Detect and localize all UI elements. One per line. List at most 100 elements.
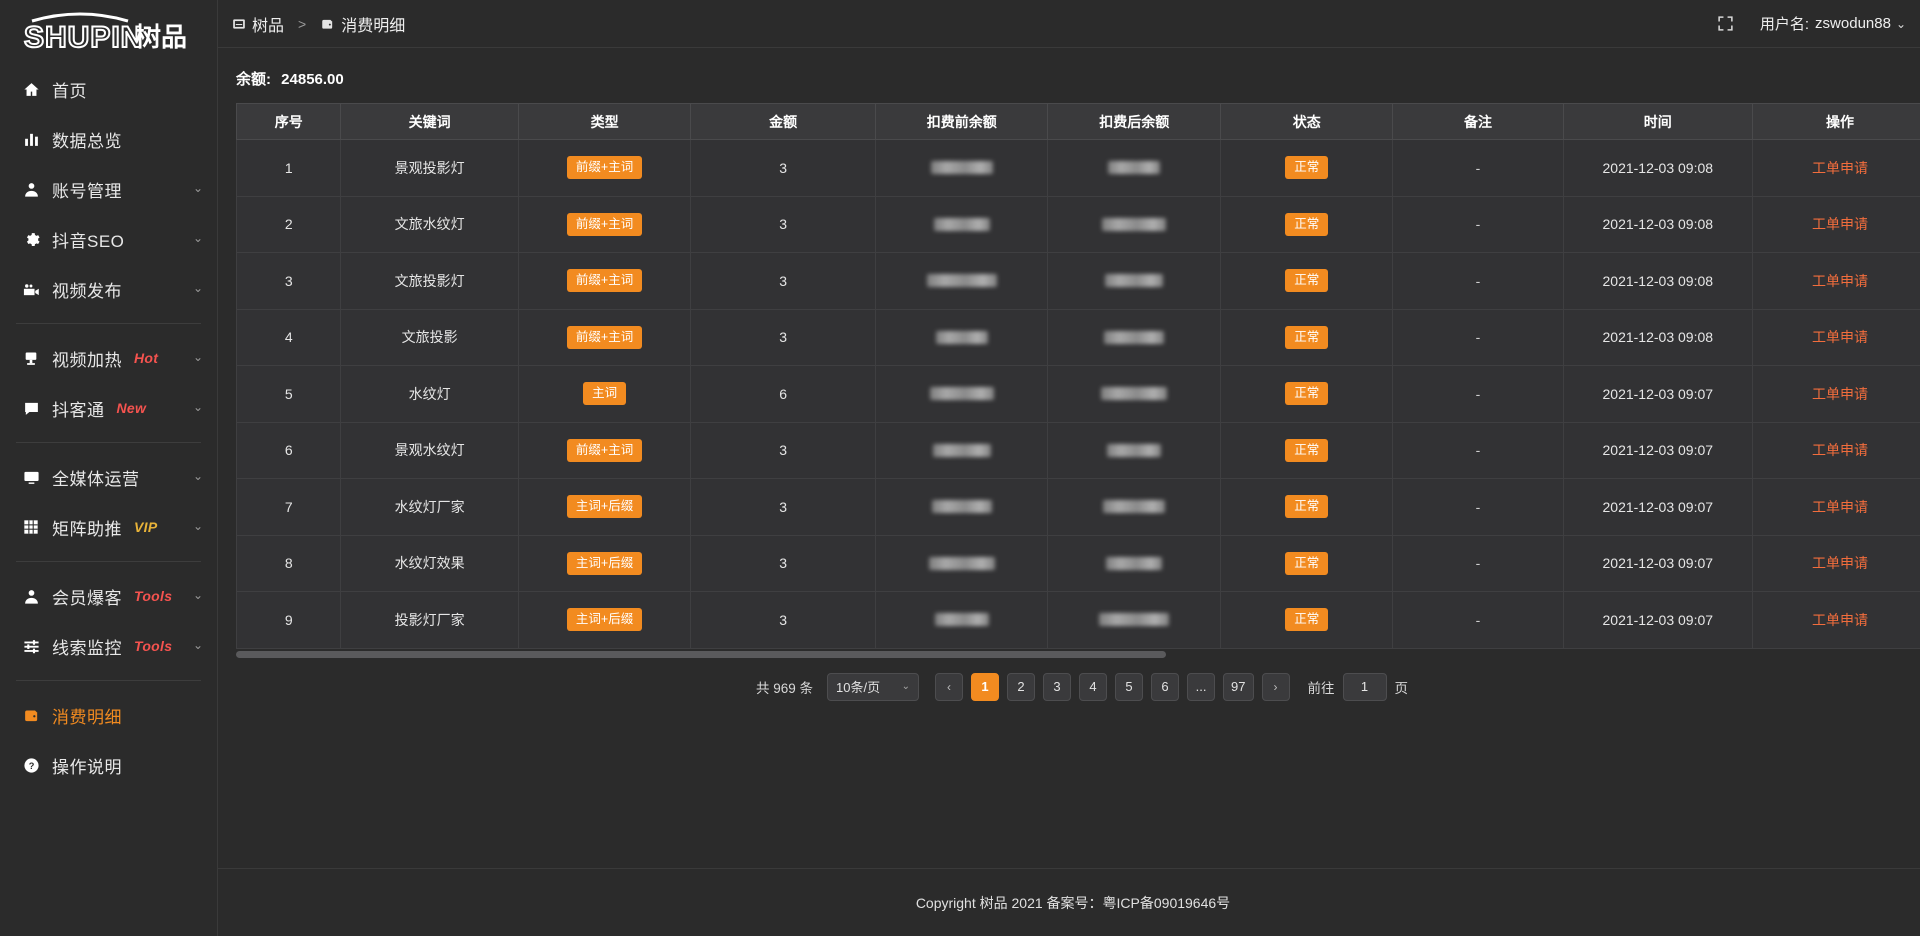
consumption-table-wrapper: 序号 关键词 类型 金额 扣费前余额 扣费后余额 状态 备注 时间 操作 1 景观 bbox=[235, 103, 1920, 658]
work-order-link[interactable]: 工单申请 bbox=[1812, 442, 1869, 459]
cell-balance-after bbox=[1047, 591, 1221, 649]
cell-amount: 6 bbox=[690, 365, 876, 423]
fire-icon bbox=[20, 348, 42, 368]
sidebar-item-video-publish[interactable]: 视频发布 ⌄ bbox=[0, 264, 217, 314]
sidebar-item-consumption-detail[interactable]: 消费明细 bbox=[0, 690, 217, 740]
work-order-link[interactable]: 工单申请 bbox=[1812, 555, 1869, 572]
fullscreen-icon[interactable] bbox=[1717, 15, 1734, 32]
work-order-link[interactable]: 工单申请 bbox=[1812, 216, 1869, 233]
col-remark: 备注 bbox=[1392, 103, 1564, 140]
pagination-page-3[interactable]: 3 bbox=[1043, 672, 1072, 701]
breadcrumb-current-label: 消费明细 bbox=[341, 17, 406, 35]
cell-action: 工单申请 bbox=[1752, 252, 1920, 310]
table-horizontal-scrollbar[interactable] bbox=[236, 650, 1920, 658]
sidebar-item-label: 消费明细 bbox=[52, 707, 122, 727]
pagination-ellipsis[interactable]: ... bbox=[1187, 672, 1216, 701]
cell-status: 正常 bbox=[1219, 534, 1394, 592]
scrollbar-thumb[interactable] bbox=[236, 650, 1166, 658]
cell-action: 工单申请 bbox=[1752, 534, 1920, 592]
cell-time: 2021-12-03 09:08 bbox=[1562, 195, 1754, 253]
pagination-page-4[interactable]: 4 bbox=[1079, 672, 1108, 701]
svg-text:树品: 树品 bbox=[135, 22, 187, 52]
cell-balance-after bbox=[1047, 252, 1221, 310]
work-order-link[interactable]: 工单申请 bbox=[1812, 159, 1869, 176]
chevron-down-icon: ⌄ bbox=[192, 469, 203, 483]
topbar-right: 用户名: zswodun88 ⌄ bbox=[1717, 13, 1906, 34]
user-name: zswodun88 bbox=[1815, 15, 1891, 32]
chevron-down-icon: ⌄ bbox=[192, 181, 203, 195]
sidebar-divider bbox=[16, 442, 201, 443]
user-menu[interactable]: 用户名: zswodun88 ⌄ bbox=[1760, 13, 1906, 34]
pagination-page-last[interactable]: 97 bbox=[1223, 672, 1254, 701]
cell-time: 2021-12-03 09:07 bbox=[1562, 478, 1754, 536]
sidebar-item-data-overview[interactable]: 数据总览 bbox=[0, 114, 217, 164]
cell-type: 主词+后缀 bbox=[517, 478, 692, 536]
pagination: 共 969 条 10条/页 ⌄ ‹ 1 2 3 4 5 6 ... 97 › 前… bbox=[236, 649, 1920, 701]
sidebar-divider bbox=[16, 561, 201, 562]
page-content: 余额: 24856.00 序号 关键词 类型 金额 bbox=[218, 48, 1920, 868]
sidebar-item-label: 数据总览 bbox=[52, 131, 122, 151]
sidebar-item-member-marketing[interactable]: 会员爆客 Tools ⌄ bbox=[0, 571, 217, 621]
breadcrumb-separator: > bbox=[298, 15, 307, 32]
sidebar-item-instructions[interactable]: ? 操作说明 bbox=[0, 740, 217, 790]
masked-value bbox=[1102, 217, 1167, 231]
pagination-page-6[interactable]: 6 bbox=[1151, 672, 1180, 701]
breadcrumb-current[interactable]: 消费明细 bbox=[320, 12, 405, 36]
cell-status: 正常 bbox=[1219, 478, 1394, 536]
brand-logo[interactable]: SHUPIN 树品 bbox=[0, 0, 217, 56]
cell-balance-before bbox=[874, 195, 1049, 253]
pagination-page-1[interactable]: 1 bbox=[971, 672, 1000, 701]
pagination-page-5[interactable]: 5 bbox=[1115, 672, 1144, 701]
sidebar-item-account-management[interactable]: 账号管理 ⌄ bbox=[0, 164, 217, 214]
cell-remark: - bbox=[1392, 308, 1564, 366]
user-icon bbox=[20, 179, 42, 199]
page-size-select[interactable]: 10条/页 ⌄ bbox=[827, 672, 920, 701]
table-row: 3 文旅投影灯 前缀+主词 3 正常 -2021-12-03 09:08 工单申请 bbox=[235, 252, 1920, 310]
work-order-link[interactable]: 工单申请 bbox=[1812, 329, 1869, 346]
pagination-next-button[interactable]: › bbox=[1261, 672, 1290, 701]
masked-value bbox=[935, 330, 988, 344]
chart-icon bbox=[20, 129, 42, 149]
sidebar-item-label: 首页 bbox=[52, 81, 87, 101]
col-before: 扣费前余额 bbox=[874, 103, 1049, 140]
app-square-icon bbox=[232, 17, 246, 31]
masked-value bbox=[933, 217, 990, 231]
table-row: 1 景观投影灯 前缀+主词 3 正常 -2021-12-03 09:08 工单申请 bbox=[235, 139, 1920, 197]
sidebar-item-omni-media[interactable]: 全媒体运营 ⌄ bbox=[0, 452, 217, 502]
cell-status: 正常 bbox=[1219, 308, 1394, 366]
sidebar-item-matrix-boost[interactable]: 矩阵助推 VIP ⌄ bbox=[0, 502, 217, 552]
cell-amount: 3 bbox=[690, 421, 876, 479]
breadcrumb-root[interactable]: 树品 bbox=[232, 12, 284, 36]
cell-type: 前缀+主词 bbox=[517, 252, 692, 310]
sidebar-item-video-boost[interactable]: 视频加热 Hot ⌄ bbox=[0, 333, 217, 383]
sidebar-item-home[interactable]: 首页 bbox=[0, 64, 217, 114]
grid-icon bbox=[20, 517, 42, 537]
sidebar-item-label: 矩阵助推 bbox=[52, 519, 122, 539]
sidebar-item-douketong[interactable]: 抖客通 New ⌄ bbox=[0, 383, 217, 433]
work-order-link[interactable]: 工单申请 bbox=[1812, 498, 1869, 515]
main-area: 树品 > 消费明细 用户名: zswodun8 bbox=[218, 0, 1920, 936]
cell-balance-after bbox=[1047, 365, 1221, 423]
work-order-link[interactable]: 工单申请 bbox=[1812, 385, 1869, 402]
status-badge: 正常 bbox=[1285, 438, 1329, 462]
cell-no: 5 bbox=[235, 365, 342, 423]
pagination-page-2[interactable]: 2 bbox=[1007, 672, 1036, 701]
goto-page-input[interactable] bbox=[1342, 672, 1387, 701]
masked-value bbox=[1107, 443, 1162, 457]
type-badge: 前缀+主词 bbox=[566, 325, 643, 349]
cell-time: 2021-12-03 09:08 bbox=[1562, 139, 1754, 197]
work-order-link[interactable]: 工单申请 bbox=[1812, 272, 1869, 289]
pagination-goto: 前往 页 bbox=[1308, 672, 1408, 701]
sidebar-item-douyin-seo[interactable]: 抖音SEO ⌄ bbox=[0, 214, 217, 264]
masked-value bbox=[932, 443, 991, 457]
type-badge: 主词+后缀 bbox=[566, 495, 643, 519]
work-order-link[interactable]: 工单申请 bbox=[1812, 611, 1869, 628]
cell-no: 3 bbox=[235, 252, 342, 310]
cell-balance-after bbox=[1047, 139, 1221, 197]
cell-type: 主词+后缀 bbox=[517, 534, 692, 592]
masked-value bbox=[1099, 613, 1170, 627]
pagination-prev-button[interactable]: ‹ bbox=[935, 672, 964, 701]
sidebar-item-lead-monitor[interactable]: 线索监控 Tools ⌄ bbox=[0, 621, 217, 671]
col-action: 操作 bbox=[1752, 103, 1920, 140]
